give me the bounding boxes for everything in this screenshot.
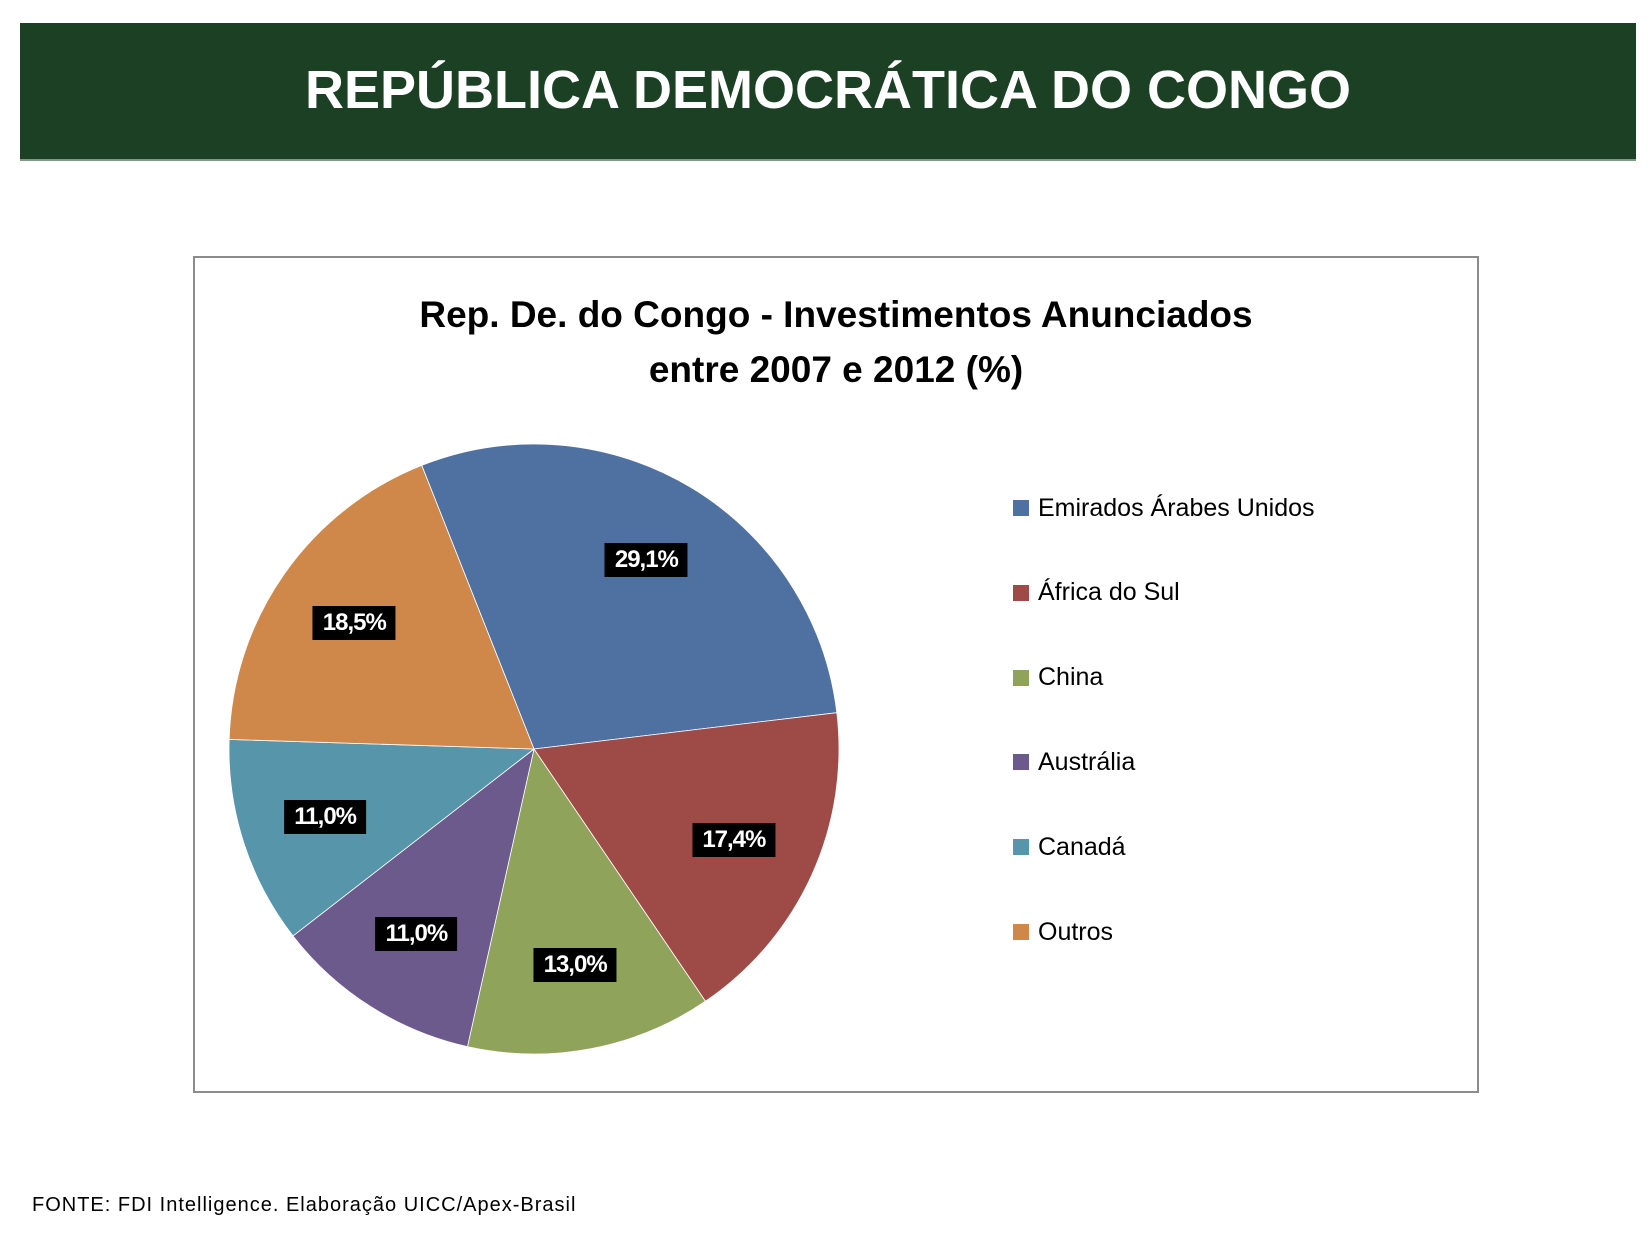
legend-swatch: [1013, 584, 1029, 601]
legend-item: Canadá: [1013, 832, 1126, 862]
chart-container: Rep. De. do Congo - Investimentos Anunci…: [193, 256, 1479, 1093]
legend-item: Outros: [1013, 917, 1113, 947]
legend-label: Outros: [1038, 917, 1114, 946]
legend-swatch: [1013, 754, 1029, 771]
chart-title: Rep. De. do Congo - Investimentos Anunci…: [419, 294, 1253, 335]
data-label: 13,0%: [533, 947, 617, 982]
legend-swatch: [1013, 924, 1029, 940]
legend-label: Emirados Árabes Unidos: [1038, 493, 1315, 522]
pie-slice-1: [533, 712, 840, 1002]
legend-swatch: [1013, 669, 1029, 686]
pie-slice-3: [292, 748, 535, 1048]
legend-label: Canadá: [1038, 832, 1126, 861]
legend-item: Austrália: [1013, 747, 1135, 777]
header-banner: REPÚBLICA DEMOCRÁTICA DO CONGO: [20, 23, 1636, 161]
source-note: FONTE: FDI Intelligence. Elaboração UICC…: [32, 1194, 577, 1216]
legend-swatch: [1013, 839, 1029, 856]
data-label: 29,1%: [604, 543, 688, 578]
data-label: 18,5%: [312, 605, 396, 640]
legend-item: África do Sul: [1013, 578, 1180, 608]
legend-label: China: [1038, 663, 1104, 692]
pie-slice-0: [421, 443, 838, 750]
chart-subtitle: entre 2007 e 2012 (%): [648, 349, 1024, 390]
page-title: REPÚBLICA DEMOCRÁTICA DO CONGO: [305, 60, 1351, 120]
pie-slice-2: [466, 748, 706, 1055]
data-label: 11,0%: [284, 799, 367, 834]
legend-item: Emirados Árabes Unidos: [1013, 493, 1315, 523]
legend-label: Austrália: [1038, 747, 1136, 776]
legend-item: China: [1013, 663, 1103, 693]
data-label: 11,0%: [375, 917, 458, 952]
pie-chart: [228, 443, 840, 1055]
legend-label: África do Sul: [1038, 578, 1180, 607]
legend-swatch: [1013, 500, 1029, 516]
pie-slice-4: [228, 739, 536, 937]
data-label: 17,4%: [692, 822, 776, 857]
